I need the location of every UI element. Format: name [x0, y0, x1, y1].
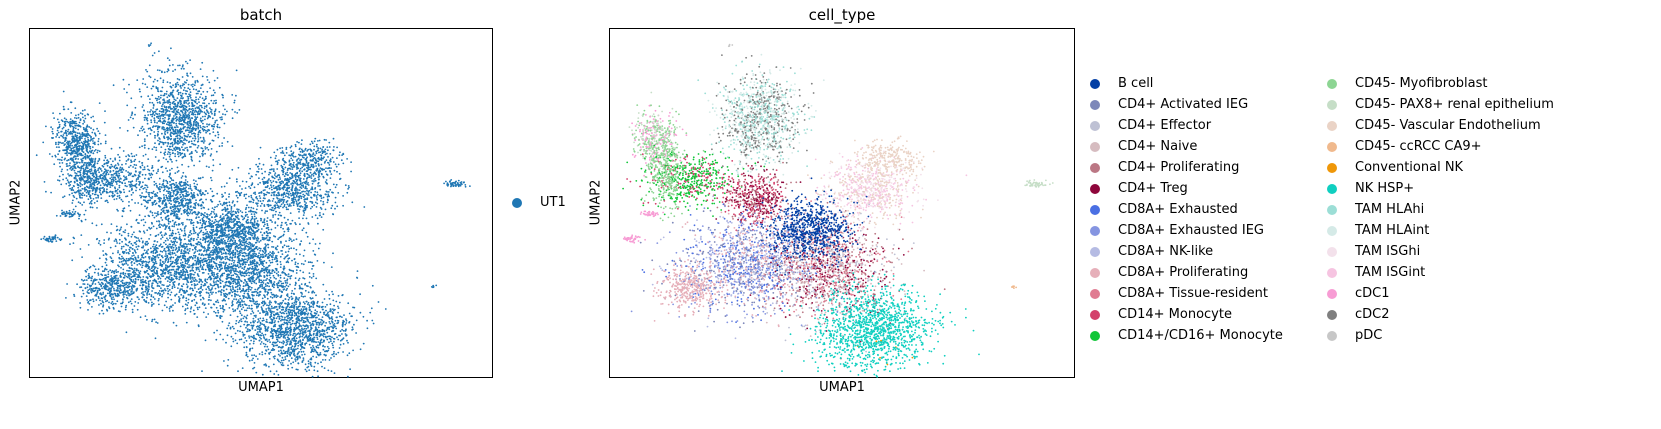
legend-label: CD8A+ Exhausted IEG: [1118, 223, 1265, 238]
cell-type-plot-area: [609, 28, 1075, 378]
legend-marker: [1090, 309, 1100, 320]
legend-item-cd4-effector: CD4+ Effector: [1090, 115, 1283, 136]
legend-label: UT1: [540, 195, 566, 210]
legend-label: CD8A+ NK-like: [1118, 244, 1214, 259]
legend-marker: [1327, 288, 1337, 299]
legend-item-cd4-naive: CD4+ Naive: [1090, 136, 1283, 157]
legend-item-cd8a-tissue-resident: CD8A+ Tissue-resident: [1090, 283, 1283, 304]
legend-label: CD4+ Proliferating: [1118, 160, 1240, 175]
legend-marker: [1327, 141, 1337, 152]
batch-title: batch: [239, 6, 283, 24]
batch-scatter: [35, 42, 471, 378]
legend-item-tam-hlahi: TAM HLAhi: [1327, 199, 1554, 220]
legend-marker: [1327, 246, 1337, 257]
legend-item-cdc1: cDC1: [1327, 283, 1554, 304]
legend-marker: [1090, 225, 1100, 236]
legend-item-tam-hlaint: TAM HLAint: [1327, 220, 1554, 241]
legend-item-cd45-vascular-endothelium: CD45- Vascular Endothelium: [1327, 115, 1554, 136]
legend-marker: [1090, 162, 1100, 173]
cell-type-title: cell_type: [808, 6, 876, 24]
legend-item-cd8a-exhausted: CD8A+ Exhausted: [1090, 199, 1283, 220]
legend-marker: [1327, 162, 1337, 173]
batch-y-axis-label: UMAP2: [8, 179, 24, 226]
batch-x-axis-label: UMAP1: [238, 380, 284, 395]
legend-label: CD4+ Effector: [1118, 118, 1212, 133]
legend-label: CD45- Vascular Endothelium: [1355, 118, 1541, 133]
legend-label: pDC: [1355, 328, 1383, 343]
cell-type-scatter: [622, 43, 1054, 378]
legend-marker: [1327, 99, 1337, 110]
legend-label: CD14+/CD16+ Monocyte: [1118, 328, 1283, 343]
legend-label: CD4+ Activated IEG: [1118, 97, 1249, 112]
legend-label: CD45- ccRCC CA9+: [1355, 139, 1482, 154]
legend-marker: [1327, 309, 1337, 320]
legend-item-cd4-treg: CD4+ Treg: [1090, 178, 1283, 199]
legend-label: cDC2: [1355, 307, 1390, 322]
batch-legend: UT1: [512, 192, 566, 213]
legend-marker: [1090, 99, 1100, 110]
legend-item-cd14-cd16-monocyte: CD14+/CD16+ Monocyte: [1090, 325, 1283, 346]
legend-marker: [1327, 78, 1337, 89]
legend-label: B cell: [1118, 76, 1154, 91]
legend-marker: [1090, 204, 1100, 215]
legend-marker: [1327, 330, 1337, 341]
legend-marker: [1090, 78, 1100, 89]
legend-label: NK HSP+: [1355, 181, 1415, 196]
legend-marker: [1090, 141, 1100, 152]
legend-label: CD45- Myofibroblast: [1355, 76, 1488, 91]
cell-type-y-axis-label: UMAP2: [588, 179, 604, 226]
legend-item-cd4-activated-ieg: CD4+ Activated IEG: [1090, 94, 1283, 115]
legend-label: CD4+ Naive: [1118, 139, 1198, 154]
legend-item-cdc2: cDC2: [1327, 304, 1554, 325]
legend-marker: [512, 197, 522, 208]
legend-marker: [1090, 330, 1100, 341]
legend-marker: [1090, 267, 1100, 278]
legend-item-tam-isghi: TAM ISGhi: [1327, 241, 1554, 262]
legend-item-cd4-proliferating: CD4+ Proliferating: [1090, 157, 1283, 178]
legend-item-tam-isgint: TAM ISGint: [1327, 262, 1554, 283]
legend-item-ut1: UT1: [512, 192, 566, 213]
legend-label: TAM ISGhi: [1355, 244, 1421, 259]
legend-marker: [1327, 204, 1337, 215]
legend-label: Conventional NK: [1355, 160, 1464, 175]
legend-item-cd45-pax8-renal-epithelium: CD45- PAX8+ renal epithelium: [1327, 94, 1554, 115]
batch-plot-area: [29, 28, 493, 378]
legend-item-cd8a-proliferating: CD8A+ Proliferating: [1090, 262, 1283, 283]
legend-item-nk-hsp: NK HSP+: [1327, 178, 1554, 199]
legend-label: cDC1: [1355, 286, 1390, 301]
legend-marker: [1327, 120, 1337, 131]
legend-column-1: B cell CD4+ Activated IEG CD4+ Effector CD4…: [1090, 73, 1283, 346]
legend-item-cd8a-nk-like: CD8A+ NK-like: [1090, 241, 1283, 262]
legend-item-cd14-monocyte: CD14+ Monocyte: [1090, 304, 1283, 325]
legend-marker: [1090, 183, 1100, 194]
legend-label: CD45- PAX8+ renal epithelium: [1355, 97, 1554, 112]
legend-item-cd8a-exhausted-ieg: CD8A+ Exhausted IEG: [1090, 220, 1283, 241]
legend-label: CD8A+ Proliferating: [1118, 265, 1249, 280]
legend-item-cd45-myofibroblast: CD45- Myofibroblast: [1327, 73, 1554, 94]
legend-item-pdc: pDC: [1327, 325, 1554, 346]
legend-label: TAM ISGint: [1355, 265, 1426, 280]
legend-label: CD4+ Treg: [1118, 181, 1188, 196]
legend-label: CD14+ Monocyte: [1118, 307, 1232, 322]
cell-type-x-axis-label: UMAP1: [819, 380, 865, 395]
legend-label: CD8A+ Tissue-resident: [1118, 286, 1268, 301]
legend-label: TAM HLAint: [1355, 223, 1430, 238]
legend-marker: [1090, 288, 1100, 299]
legend-marker: [1327, 183, 1337, 194]
legend-marker: [1090, 246, 1100, 257]
legend-marker: [1090, 120, 1100, 131]
legend-item-conventional-nk: Conventional NK: [1327, 157, 1554, 178]
legend-label: CD8A+ Exhausted: [1118, 202, 1238, 217]
legend-item-b-cell: B cell: [1090, 73, 1283, 94]
legend-marker: [1327, 267, 1337, 278]
legend-marker: [1327, 225, 1337, 236]
legend-item-cd45-ccrcc-ca9: CD45- ccRCC CA9+: [1327, 136, 1554, 157]
legend-label: TAM HLAhi: [1355, 202, 1425, 217]
legend-column-2: CD45- Myofibroblast CD45- PAX8+ renal epi…: [1327, 73, 1554, 346]
